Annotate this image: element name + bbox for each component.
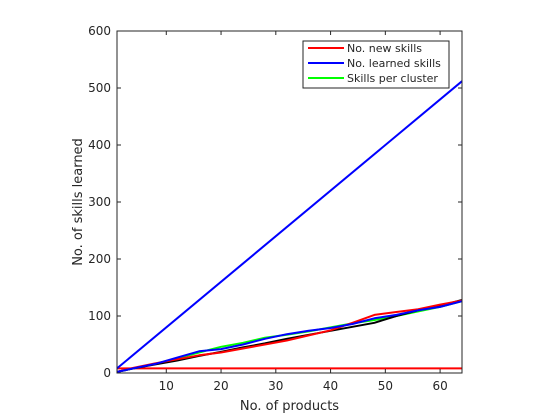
x-tick-label: 50 [378, 379, 393, 393]
y-tick-label: 200 [88, 252, 111, 266]
legend-label-new-skills: No. new skills [347, 42, 422, 55]
x-tick-label: 40 [323, 379, 338, 393]
x-axis-title: No. of products [240, 399, 339, 414]
x-tick-label: 30 [268, 379, 283, 393]
y-tick-label: 300 [88, 195, 111, 209]
legend-label-skills-per-cluster: Skills per cluster [347, 72, 438, 85]
y-tick-label: 0 [103, 366, 111, 380]
legend-label-learned-skills: No. learned skills [347, 57, 441, 70]
legend: No. new skills No. learned skills Skills… [303, 41, 449, 88]
x-tick-label: 60 [432, 379, 447, 393]
x-tick-label: 20 [213, 379, 228, 393]
y-axis-title: No. of skills learned [71, 138, 86, 266]
y-tick-label: 600 [88, 24, 111, 38]
x-tick-label: 10 [159, 379, 174, 393]
y-tick-label: 100 [88, 309, 111, 323]
y-tick-label: 500 [88, 81, 111, 95]
y-tick-label: 400 [88, 138, 111, 152]
